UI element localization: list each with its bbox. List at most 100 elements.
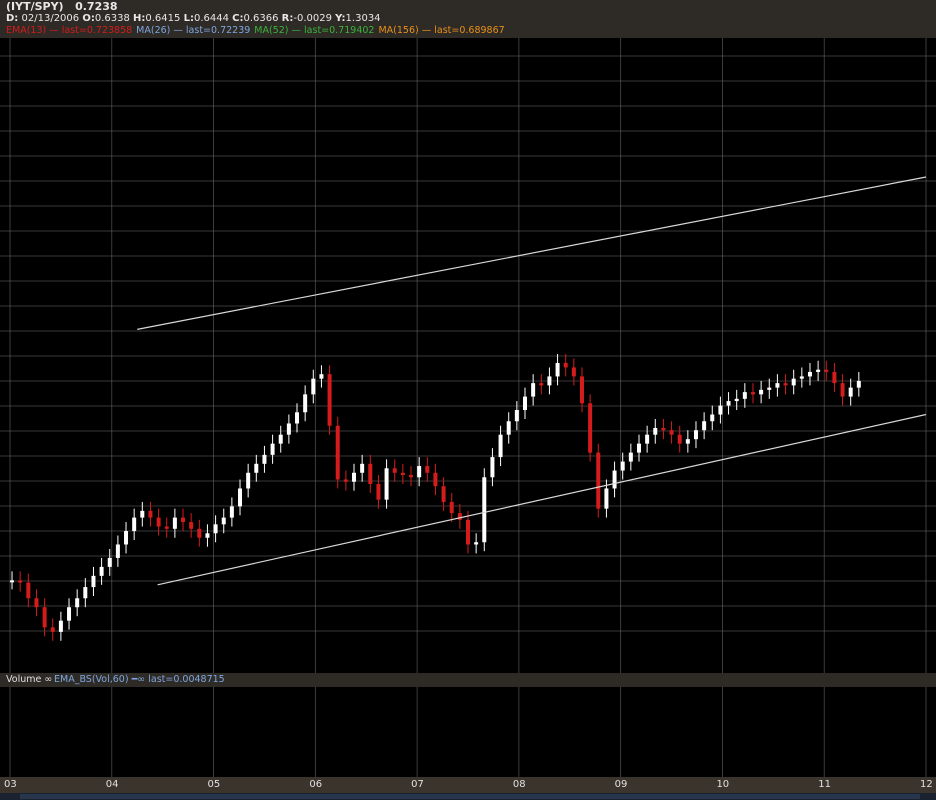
candle-body — [343, 479, 348, 482]
candle-body — [107, 557, 112, 567]
candle-body — [392, 468, 397, 473]
volume-gridlines — [9, 687, 927, 777]
candle-body — [433, 472, 438, 487]
candle-body — [482, 477, 487, 543]
trendline[interactable] — [157, 413, 927, 586]
candle-body — [327, 374, 332, 426]
candle-body — [457, 513, 462, 520]
candle-body — [750, 392, 755, 395]
candle-body — [360, 463, 365, 473]
chart-background — [0, 38, 936, 673]
indicator-legend-item[interactable]: MA(52) — last=0.719402 — [254, 25, 375, 36]
candle-body — [498, 434, 503, 458]
candle-body — [189, 522, 194, 529]
chart-header: (IYT/SPY) 0.7238 D: 02/13/2006 O:0.6338 … — [0, 0, 936, 38]
candle-body — [840, 383, 845, 397]
scrollbar-thumb[interactable] — [20, 794, 920, 799]
candle-body — [42, 607, 47, 628]
candle-body — [124, 531, 129, 545]
candle-body — [726, 401, 731, 406]
candle-body — [669, 430, 674, 435]
candle-body — [718, 405, 723, 415]
volume-header: Volume ∞ EMA_BS(Vol,60) ━∞ last=0.004871… — [0, 673, 936, 687]
candle-body — [254, 463, 259, 473]
candle-body — [628, 452, 633, 462]
candle-body — [856, 380, 861, 388]
candle-body — [91, 575, 96, 588]
candle-body — [197, 528, 202, 538]
candle-body — [213, 524, 218, 534]
candle-body — [335, 425, 340, 480]
candle-body — [311, 378, 316, 395]
candle-body — [400, 472, 405, 476]
candle-body — [612, 470, 617, 489]
candle-body — [441, 486, 446, 502]
candle-body — [246, 472, 251, 489]
candle-body — [522, 396, 527, 411]
candle-body — [604, 488, 609, 509]
x-tick-label: 07 — [411, 779, 424, 790]
candle-body — [50, 627, 55, 632]
x-tick-label: 05 — [207, 779, 221, 790]
candle-body — [783, 383, 788, 386]
symbol-label: (IYT/SPY) — [6, 0, 64, 13]
candle-body — [417, 466, 422, 478]
candle-body — [506, 421, 511, 435]
indicator-legend-item[interactable]: MA(26) — last=0.72239 — [136, 25, 251, 36]
candle-body — [807, 371, 812, 377]
candle-body — [799, 376, 804, 379]
candle-body — [295, 412, 300, 424]
candle-body — [824, 369, 829, 372]
candle-body — [588, 403, 593, 453]
low-key: L: — [183, 13, 194, 24]
volume-chart[interactable] — [0, 687, 936, 777]
candle-body — [368, 463, 373, 484]
candle-body — [661, 427, 666, 431]
candle-body — [710, 414, 715, 422]
price-chart[interactable] — [0, 38, 936, 673]
x-tick-label: 06 — [309, 779, 323, 790]
candle-body — [83, 587, 88, 599]
range-value: -0.0029 — [293, 13, 332, 24]
high-key: H: — [133, 13, 146, 24]
candle-body — [775, 383, 780, 388]
candle-body — [490, 457, 495, 478]
trendline[interactable] — [137, 176, 927, 330]
candle-body — [229, 506, 234, 518]
candle-body — [181, 517, 186, 523]
candle-body — [172, 517, 177, 529]
ohlc-readout: D: 02/13/2006 O:0.6338 H:0.6415 L:0.6444… — [6, 13, 381, 24]
volume-indicator-label[interactable]: EMA_BS(Vol,60) ━∞ last=0.0048715 — [54, 674, 225, 685]
candle-body — [67, 607, 72, 621]
candle-body — [531, 383, 536, 397]
indicator-legend-item[interactable]: EMA(13) — last=0.723858 — [6, 25, 133, 36]
candle-body — [262, 454, 267, 464]
y-value: 1.3034 — [345, 13, 381, 24]
candle-body — [238, 488, 243, 507]
last-value: 0.7238 — [75, 0, 118, 13]
candle-body — [18, 580, 23, 583]
horizontal-scrollbar[interactable] — [0, 793, 936, 800]
candle-body — [156, 517, 161, 527]
open-value: 0.6338 — [94, 13, 130, 24]
candles — [10, 354, 861, 641]
horizontal-gridlines — [0, 55, 936, 632]
candle-body — [579, 376, 584, 404]
candle-body — [636, 443, 641, 453]
indicator-legend-item[interactable]: MA(156) — last=0.689867 — [378, 25, 505, 36]
candle-body — [278, 434, 283, 444]
x-tick-label: 03 — [4, 779, 17, 790]
volume-label: Volume ∞ — [6, 674, 53, 685]
candle-body — [571, 367, 576, 377]
open-key: O: — [82, 13, 95, 24]
x-tick-label: 04 — [105, 779, 119, 790]
candle-body — [555, 362, 560, 377]
x-tick-label: 10 — [716, 779, 730, 790]
candle-body — [816, 369, 821, 372]
candle-body — [653, 427, 658, 435]
low-value: 0.6444 — [193, 13, 229, 24]
candle-body — [26, 582, 31, 599]
candle-body — [286, 423, 291, 435]
candle-body — [734, 398, 739, 402]
candle-body — [848, 387, 853, 397]
